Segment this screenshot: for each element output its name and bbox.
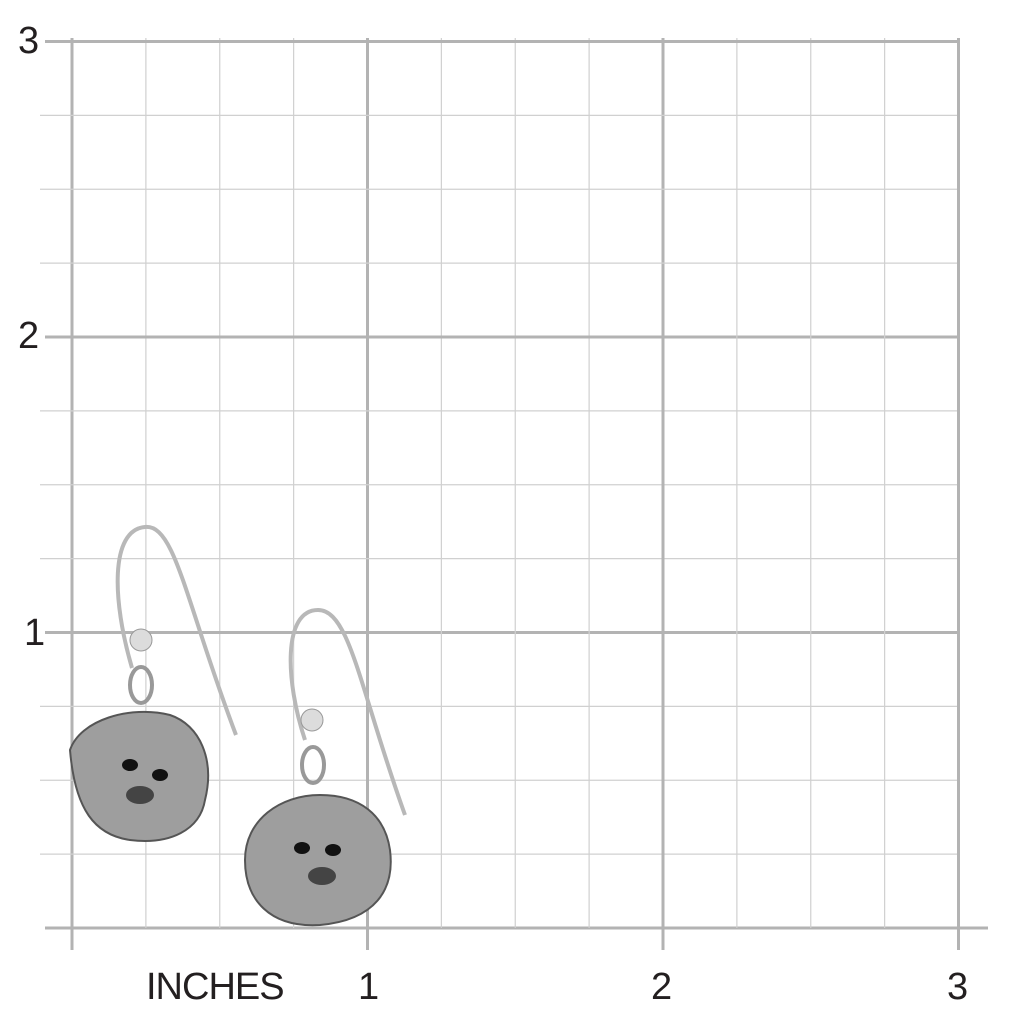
earring-right — [243, 607, 407, 927]
x-tick-label: 3 — [947, 966, 969, 1008]
eye — [152, 769, 168, 781]
units-label: INCHES — [146, 966, 285, 1008]
x-tick-label: 1 — [358, 966, 380, 1008]
nose — [308, 867, 336, 885]
x-tick-label: 2 — [651, 966, 673, 1008]
y-tick-label: 2 — [18, 315, 40, 357]
y-tick-label: 1 — [24, 612, 46, 654]
ear-wire — [115, 524, 238, 736]
jump-ring — [128, 665, 154, 705]
jump-ring — [300, 745, 326, 785]
dog-head-charm — [68, 711, 210, 842]
bead — [300, 708, 324, 732]
bead — [129, 628, 153, 652]
nose — [126, 786, 154, 804]
eye — [294, 842, 310, 854]
eye — [325, 844, 341, 856]
dog-head-charm — [243, 793, 392, 927]
y-tick-label: 3 — [18, 20, 40, 62]
earring-left — [68, 524, 238, 842]
ear-wire — [288, 607, 407, 816]
eye — [122, 759, 138, 771]
earrings-photo — [68, 524, 407, 927]
